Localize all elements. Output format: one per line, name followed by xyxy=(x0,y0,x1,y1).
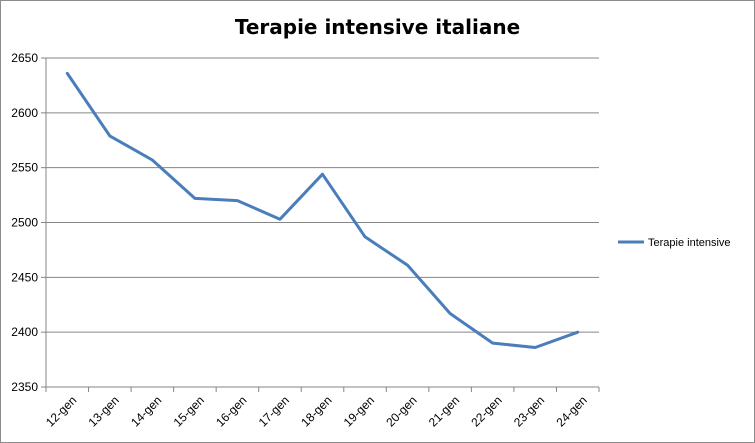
axes xyxy=(41,57,600,392)
data-point xyxy=(491,342,494,345)
legend-label: Terapie intensive xyxy=(648,237,731,249)
x-tick-label: 19-gen xyxy=(341,393,377,429)
data-point xyxy=(321,173,324,176)
data-point xyxy=(151,158,154,161)
data-point xyxy=(236,199,239,202)
data-point xyxy=(449,312,452,315)
legend: Terapie intensive xyxy=(618,237,731,249)
data-point xyxy=(193,197,196,200)
x-tick-label: 17-gen xyxy=(256,393,292,429)
x-tick-label: 24-gen xyxy=(553,393,589,429)
y-tick-label: 2500 xyxy=(11,216,38,230)
data-point xyxy=(406,264,409,267)
data-point xyxy=(108,134,111,137)
y-tick-labels: 2350 2400 2450 2500 2550 2600 2650 xyxy=(11,51,38,394)
data-point xyxy=(364,235,367,238)
series-lines xyxy=(65,71,580,349)
data-point xyxy=(576,331,579,334)
data-point xyxy=(278,218,281,221)
x-tick-label: 12-gen xyxy=(43,393,79,429)
x-tick-label: 20-gen xyxy=(383,393,419,429)
x-tick-label: 13-gen xyxy=(86,393,122,429)
x-tick-labels: 12-gen 13-gen 14-gen 15-gen 16-gen 17-gen 18-g… xyxy=(43,393,590,429)
series-line xyxy=(65,71,580,349)
y-tick-label: 2450 xyxy=(11,270,38,284)
y-tick-label: 2550 xyxy=(11,161,38,175)
x-tick-label: 14-gen xyxy=(128,393,164,429)
data-point xyxy=(534,346,537,349)
x-tick-label: 16-gen xyxy=(213,393,249,429)
y-tick-label: 2400 xyxy=(11,325,38,339)
y-tick-label: 2650 xyxy=(11,51,38,65)
x-tick-label: 18-gen xyxy=(298,393,334,429)
data-point xyxy=(66,72,69,75)
x-tick-label: 15-gen xyxy=(171,393,207,429)
chart-title: Terapie intensive italiane xyxy=(234,15,521,39)
gridlines xyxy=(46,57,599,333)
x-tick-label: 22-gen xyxy=(468,393,504,429)
x-tick-label: 21-gen xyxy=(426,393,462,429)
y-tick-label: 2350 xyxy=(11,380,38,394)
x-tick-label: 23-gen xyxy=(511,393,547,429)
y-tick-label: 2600 xyxy=(11,106,38,120)
